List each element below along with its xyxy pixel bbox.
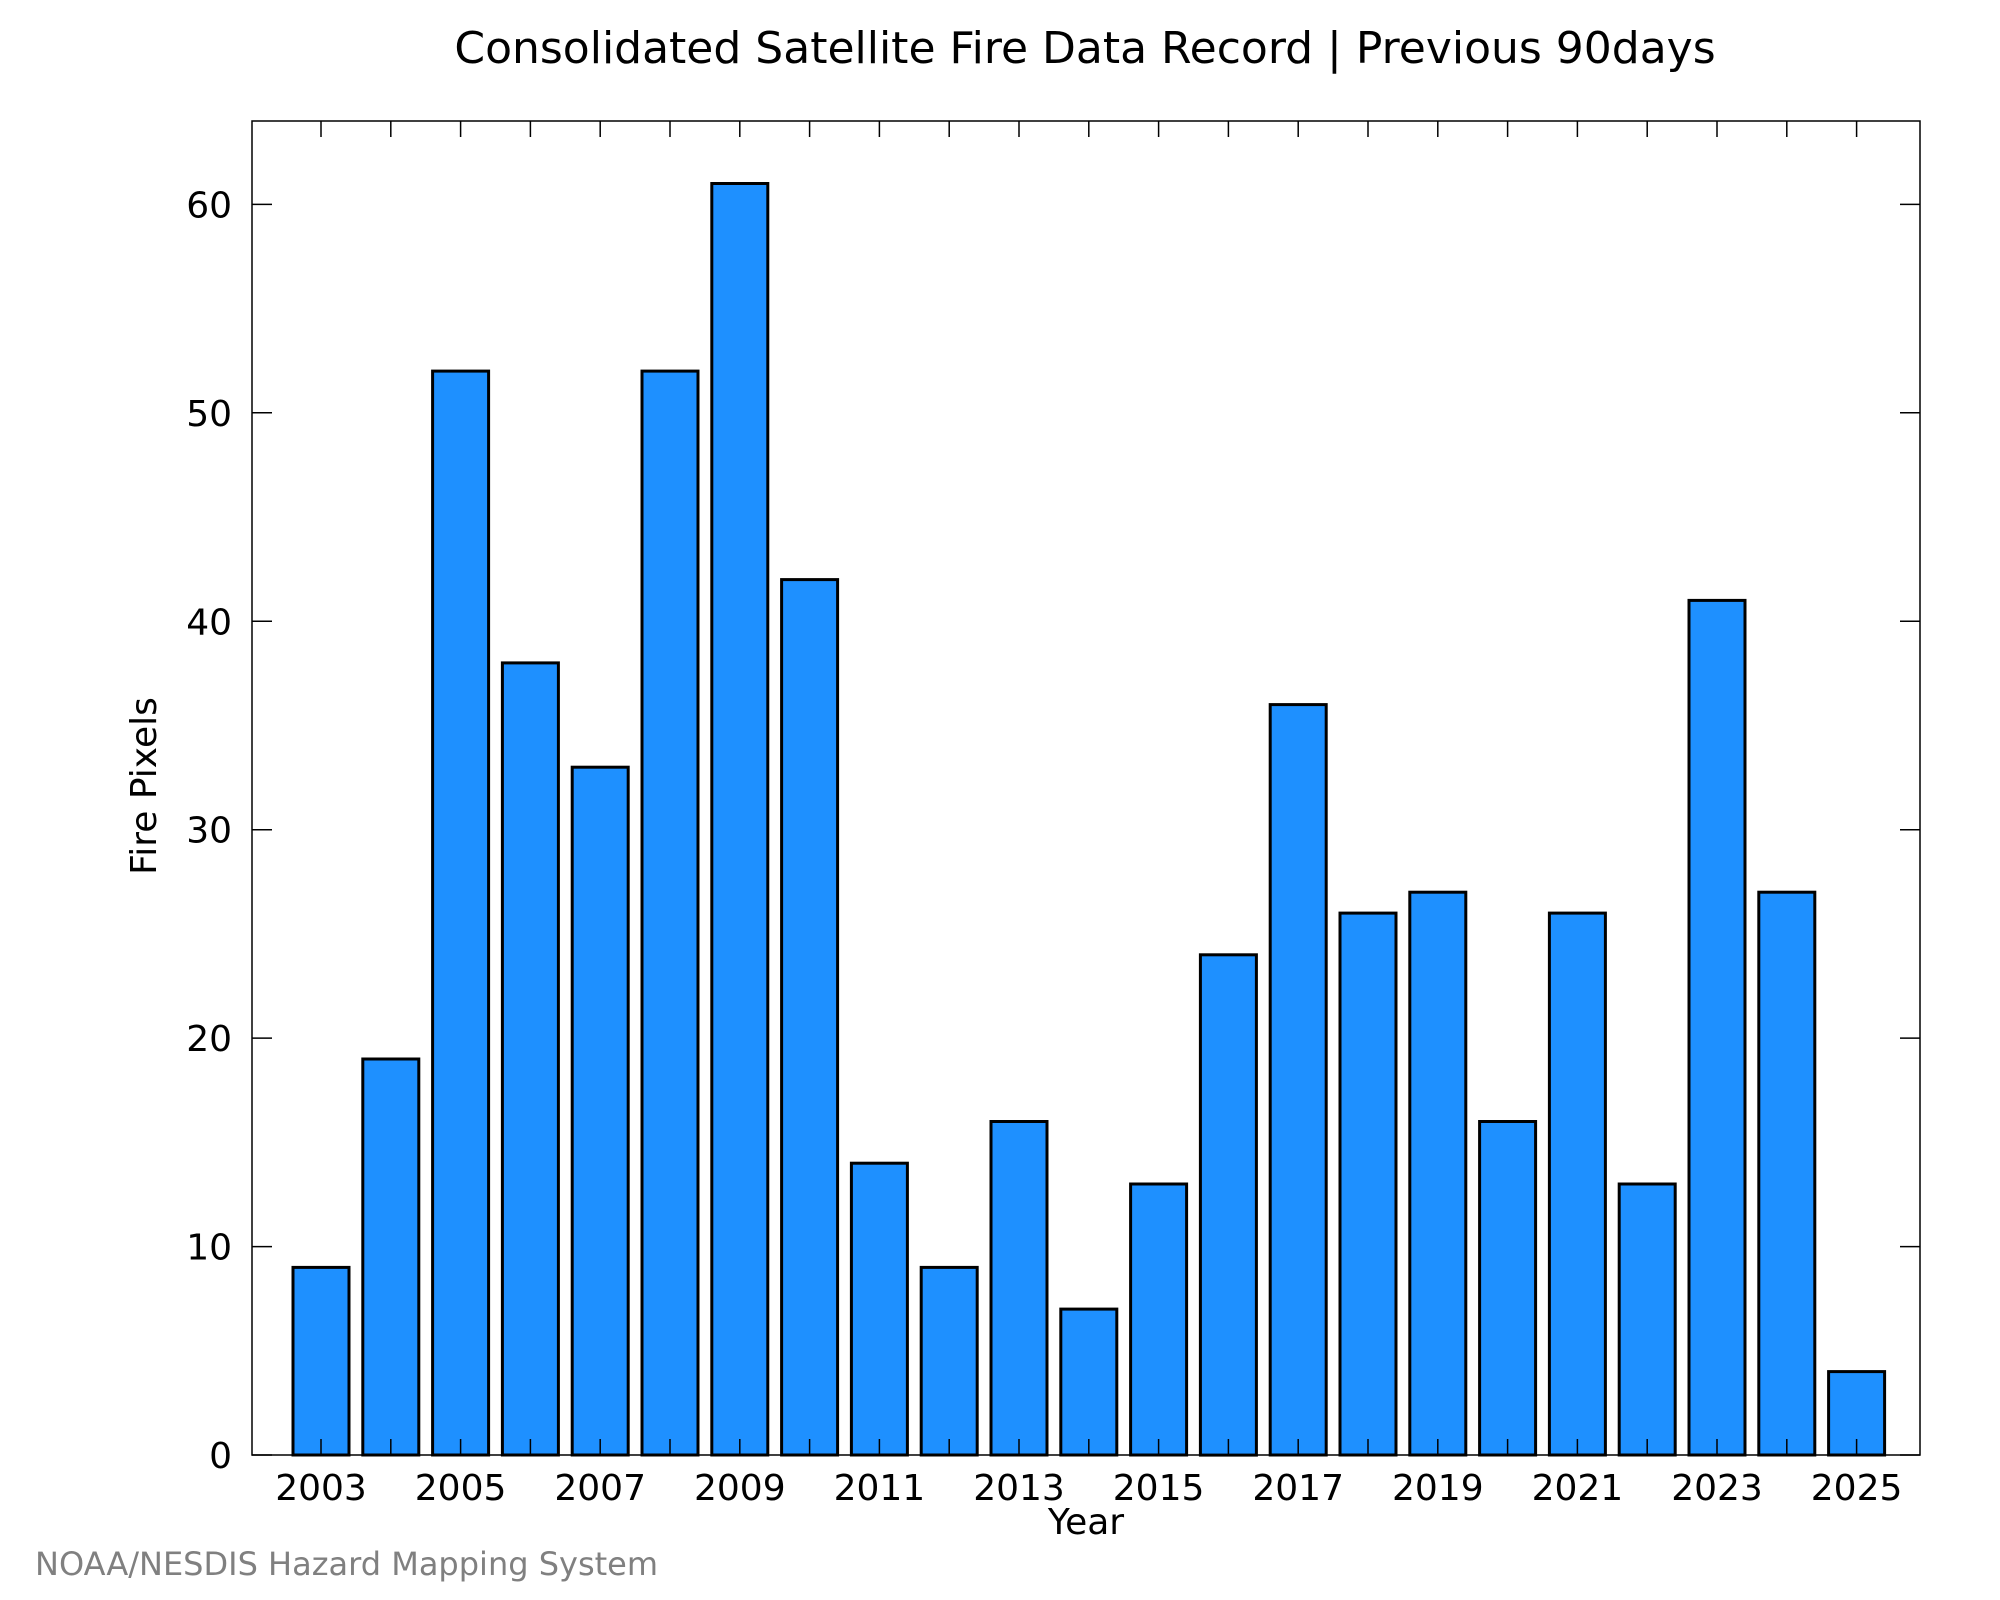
- x-tick-label-2003: 2003: [275, 1468, 367, 1509]
- bars-group: [291, 182, 1887, 1457]
- bar-2012: [919, 1265, 979, 1457]
- x-tick-label-2013: 2013: [973, 1468, 1065, 1509]
- y-tick-label-0: 0: [209, 1436, 232, 1477]
- bar-2020: [1478, 1120, 1538, 1457]
- bar-2015: [1129, 1182, 1189, 1457]
- x-tick-label-2021: 2021: [1532, 1468, 1624, 1509]
- x-tick-label-2009: 2009: [694, 1468, 786, 1509]
- y-tick-label-20: 20: [186, 1019, 232, 1060]
- y-tick-label-50: 50: [186, 394, 232, 435]
- y-tick-labels: 0 10 20 30 40 50 60: [186, 185, 232, 1477]
- x-axis-label: Year: [1047, 1502, 1124, 1543]
- y-axis-label: Fire Pixels: [124, 697, 165, 875]
- bar-2013: [989, 1120, 1049, 1457]
- x-tick-label-2023: 2023: [1671, 1468, 1763, 1509]
- bar-2014: [1059, 1307, 1119, 1457]
- y-tick-label-40: 40: [186, 602, 232, 643]
- y-tick-label-10: 10: [186, 1228, 232, 1269]
- x-tick-label-2019: 2019: [1392, 1468, 1484, 1509]
- credit-text: NOAA/NESDIS Hazard Mapping System: [35, 1545, 658, 1583]
- bar-2024: [1757, 890, 1817, 1457]
- bar-2009: [710, 182, 770, 1457]
- x-tick-label-2025: 2025: [1811, 1468, 1903, 1509]
- bar-2021: [1547, 911, 1607, 1457]
- bar-2003: [291, 1265, 351, 1457]
- x-tick-label-2007: 2007: [554, 1468, 646, 1509]
- plot-frame: [251, 120, 1921, 1456]
- bar-2007: [570, 765, 630, 1457]
- bar-2017: [1268, 703, 1328, 1457]
- bar-2018: [1338, 911, 1398, 1457]
- bar-2023: [1687, 598, 1747, 1457]
- bar-2008: [640, 369, 700, 1457]
- bar-2006: [500, 661, 560, 1457]
- bar-2011: [849, 1161, 909, 1457]
- y-tick-label-30: 30: [186, 811, 232, 852]
- bar-2004: [361, 1057, 421, 1457]
- bar-2022: [1617, 1182, 1677, 1457]
- bar-2010: [780, 578, 840, 1457]
- x-tick-label-2017: 2017: [1252, 1468, 1344, 1509]
- x-tick-label-2011: 2011: [834, 1468, 926, 1509]
- chart-title: Consolidated Satellite Fire Data Record …: [454, 23, 1715, 74]
- bar-2016: [1198, 953, 1258, 1457]
- x-tick-label-2015: 2015: [1113, 1468, 1205, 1509]
- bar-2019: [1408, 890, 1468, 1457]
- y-tick-label-60: 60: [186, 185, 232, 226]
- bar-2005: [431, 369, 491, 1457]
- x-tick-label-2005: 2005: [415, 1468, 507, 1509]
- x-tick-labels: 2003 2005 2007 2009 2011 2013 2015 2017 2019 2021…: [275, 1468, 1902, 1509]
- axis-ticks: [252, 121, 1920, 1456]
